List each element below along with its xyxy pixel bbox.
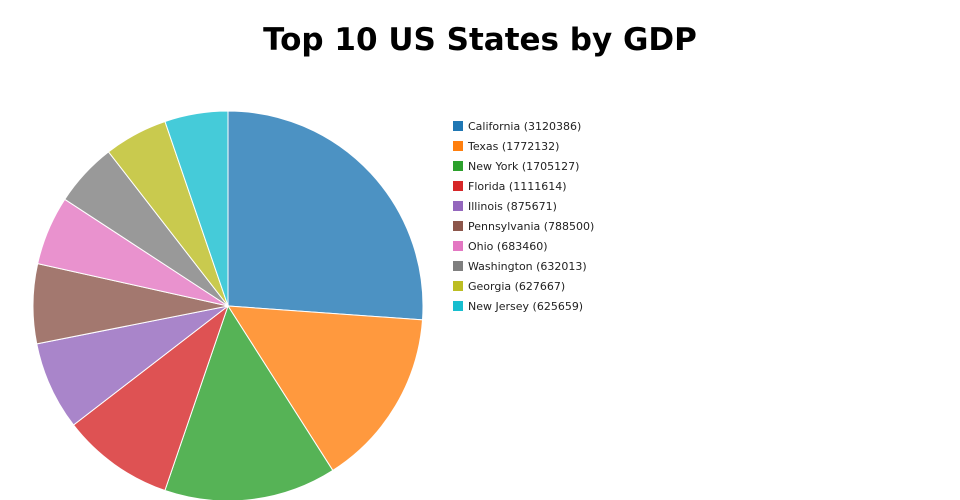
legend-item[interactable]: Georgia (627667)	[453, 280, 565, 293]
legend-swatch	[453, 161, 463, 171]
legend-label: Pennsylvania (788500)	[468, 220, 594, 233]
legend-swatch	[453, 221, 463, 231]
legend-item[interactable]: Washington (632013)	[453, 260, 587, 273]
legend-item[interactable]: Pennsylvania (788500)	[453, 220, 594, 233]
legend-item[interactable]: Texas (1772132)	[453, 140, 559, 153]
legend-label: Florida (1111614)	[468, 180, 566, 193]
legend-label: Washington (632013)	[468, 260, 587, 273]
legend-swatch	[453, 141, 463, 151]
legend-label: Illinois (875671)	[468, 200, 557, 213]
pie-slice-new-jersey[interactable]	[164, 110, 229, 307]
legend-label: Ohio (683460)	[468, 240, 548, 253]
pie-slice-california[interactable]	[227, 110, 424, 321]
legend-label: New Jersey (625659)	[468, 300, 583, 313]
legend-label: Georgia (627667)	[468, 280, 565, 293]
legend-item[interactable]: New Jersey (625659)	[453, 300, 583, 313]
legend-swatch	[453, 301, 463, 311]
pie-slice-florida[interactable]	[72, 304, 230, 492]
pie-slice-texas[interactable]	[227, 305, 424, 472]
legend-swatch	[453, 181, 463, 191]
legend-item[interactable]: New York (1705127)	[453, 160, 579, 173]
legend-swatch	[453, 201, 463, 211]
legend-label: New York (1705127)	[468, 160, 579, 173]
legend-item[interactable]: Florida (1111614)	[453, 180, 566, 193]
pie-slices	[32, 110, 424, 500]
legend-label: California (3120386)	[468, 120, 581, 133]
legend-swatch	[453, 281, 463, 291]
legend-swatch	[453, 241, 463, 251]
legend-swatch	[453, 261, 463, 271]
legend-item[interactable]: Illinois (875671)	[453, 200, 557, 213]
legend-label: Texas (1772132)	[467, 140, 559, 153]
legend-swatch	[453, 121, 463, 131]
legend-item[interactable]: California (3120386)	[453, 120, 581, 133]
legend-item[interactable]: Ohio (683460)	[453, 240, 548, 253]
legend: California (3120386) Texas (1772132) New Y…	[453, 120, 594, 313]
chart-title: Top 10 US States by GDP	[263, 22, 697, 58]
